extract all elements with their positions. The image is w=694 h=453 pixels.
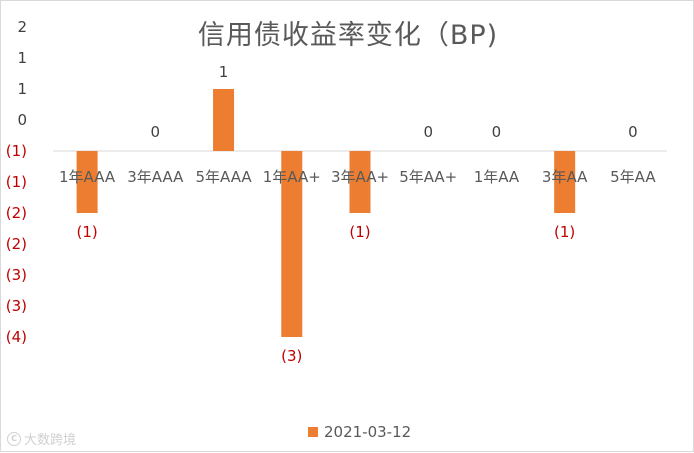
- y-tick-label: (1): [6, 173, 27, 191]
- x-category-label: 5年AA+: [399, 168, 457, 186]
- legend-swatch: [308, 427, 318, 437]
- data-label: (1): [349, 223, 370, 241]
- x-category-label: 5年AAA: [195, 168, 252, 186]
- y-tick-label: (3): [6, 266, 27, 284]
- data-label: 0: [151, 123, 161, 141]
- legend-label: 2021-03-12: [324, 423, 412, 441]
- y-tick-label: (1): [6, 142, 27, 160]
- bar: [213, 89, 235, 151]
- data-label: (1): [76, 223, 97, 241]
- data-label: 0: [423, 123, 433, 141]
- data-label: 1: [219, 63, 229, 81]
- copyright-logo-icon: C: [7, 431, 21, 446]
- bar: [281, 151, 303, 337]
- x-category-label: 3年AA+: [331, 168, 389, 186]
- legend: 2021-03-12: [308, 423, 411, 441]
- data-label: (1): [554, 223, 575, 241]
- y-tick-label: 1: [17, 49, 27, 67]
- bar: [554, 151, 576, 213]
- x-category-label: 1年AAA: [59, 168, 116, 186]
- y-tick-label: (4): [6, 328, 27, 346]
- data-label: 0: [492, 123, 502, 141]
- x-category-label: 1年AA+: [263, 168, 321, 186]
- y-tick-label: 2: [17, 18, 27, 36]
- chart-title: 信用债收益率变化（BP): [197, 20, 499, 51]
- x-category-label: 1年AA: [474, 168, 520, 186]
- y-tick-label: (2): [6, 235, 27, 253]
- bar: [76, 151, 98, 213]
- data-label: 0: [628, 123, 638, 141]
- bar: [349, 151, 371, 213]
- y-tick-label: (3): [6, 297, 27, 315]
- x-category-label: 5年AA: [610, 168, 656, 186]
- watermark: C 大数跨境: [7, 429, 76, 448]
- watermark-text: 大数跨境: [24, 433, 77, 448]
- data-label: (3): [281, 347, 302, 365]
- x-category-label: 3年AAA: [127, 168, 184, 186]
- x-category-label: 3年AA: [542, 168, 588, 186]
- y-tick-label: 0: [17, 111, 27, 129]
- y-tick-label: 1: [17, 80, 27, 98]
- y-tick-label: (2): [6, 204, 27, 222]
